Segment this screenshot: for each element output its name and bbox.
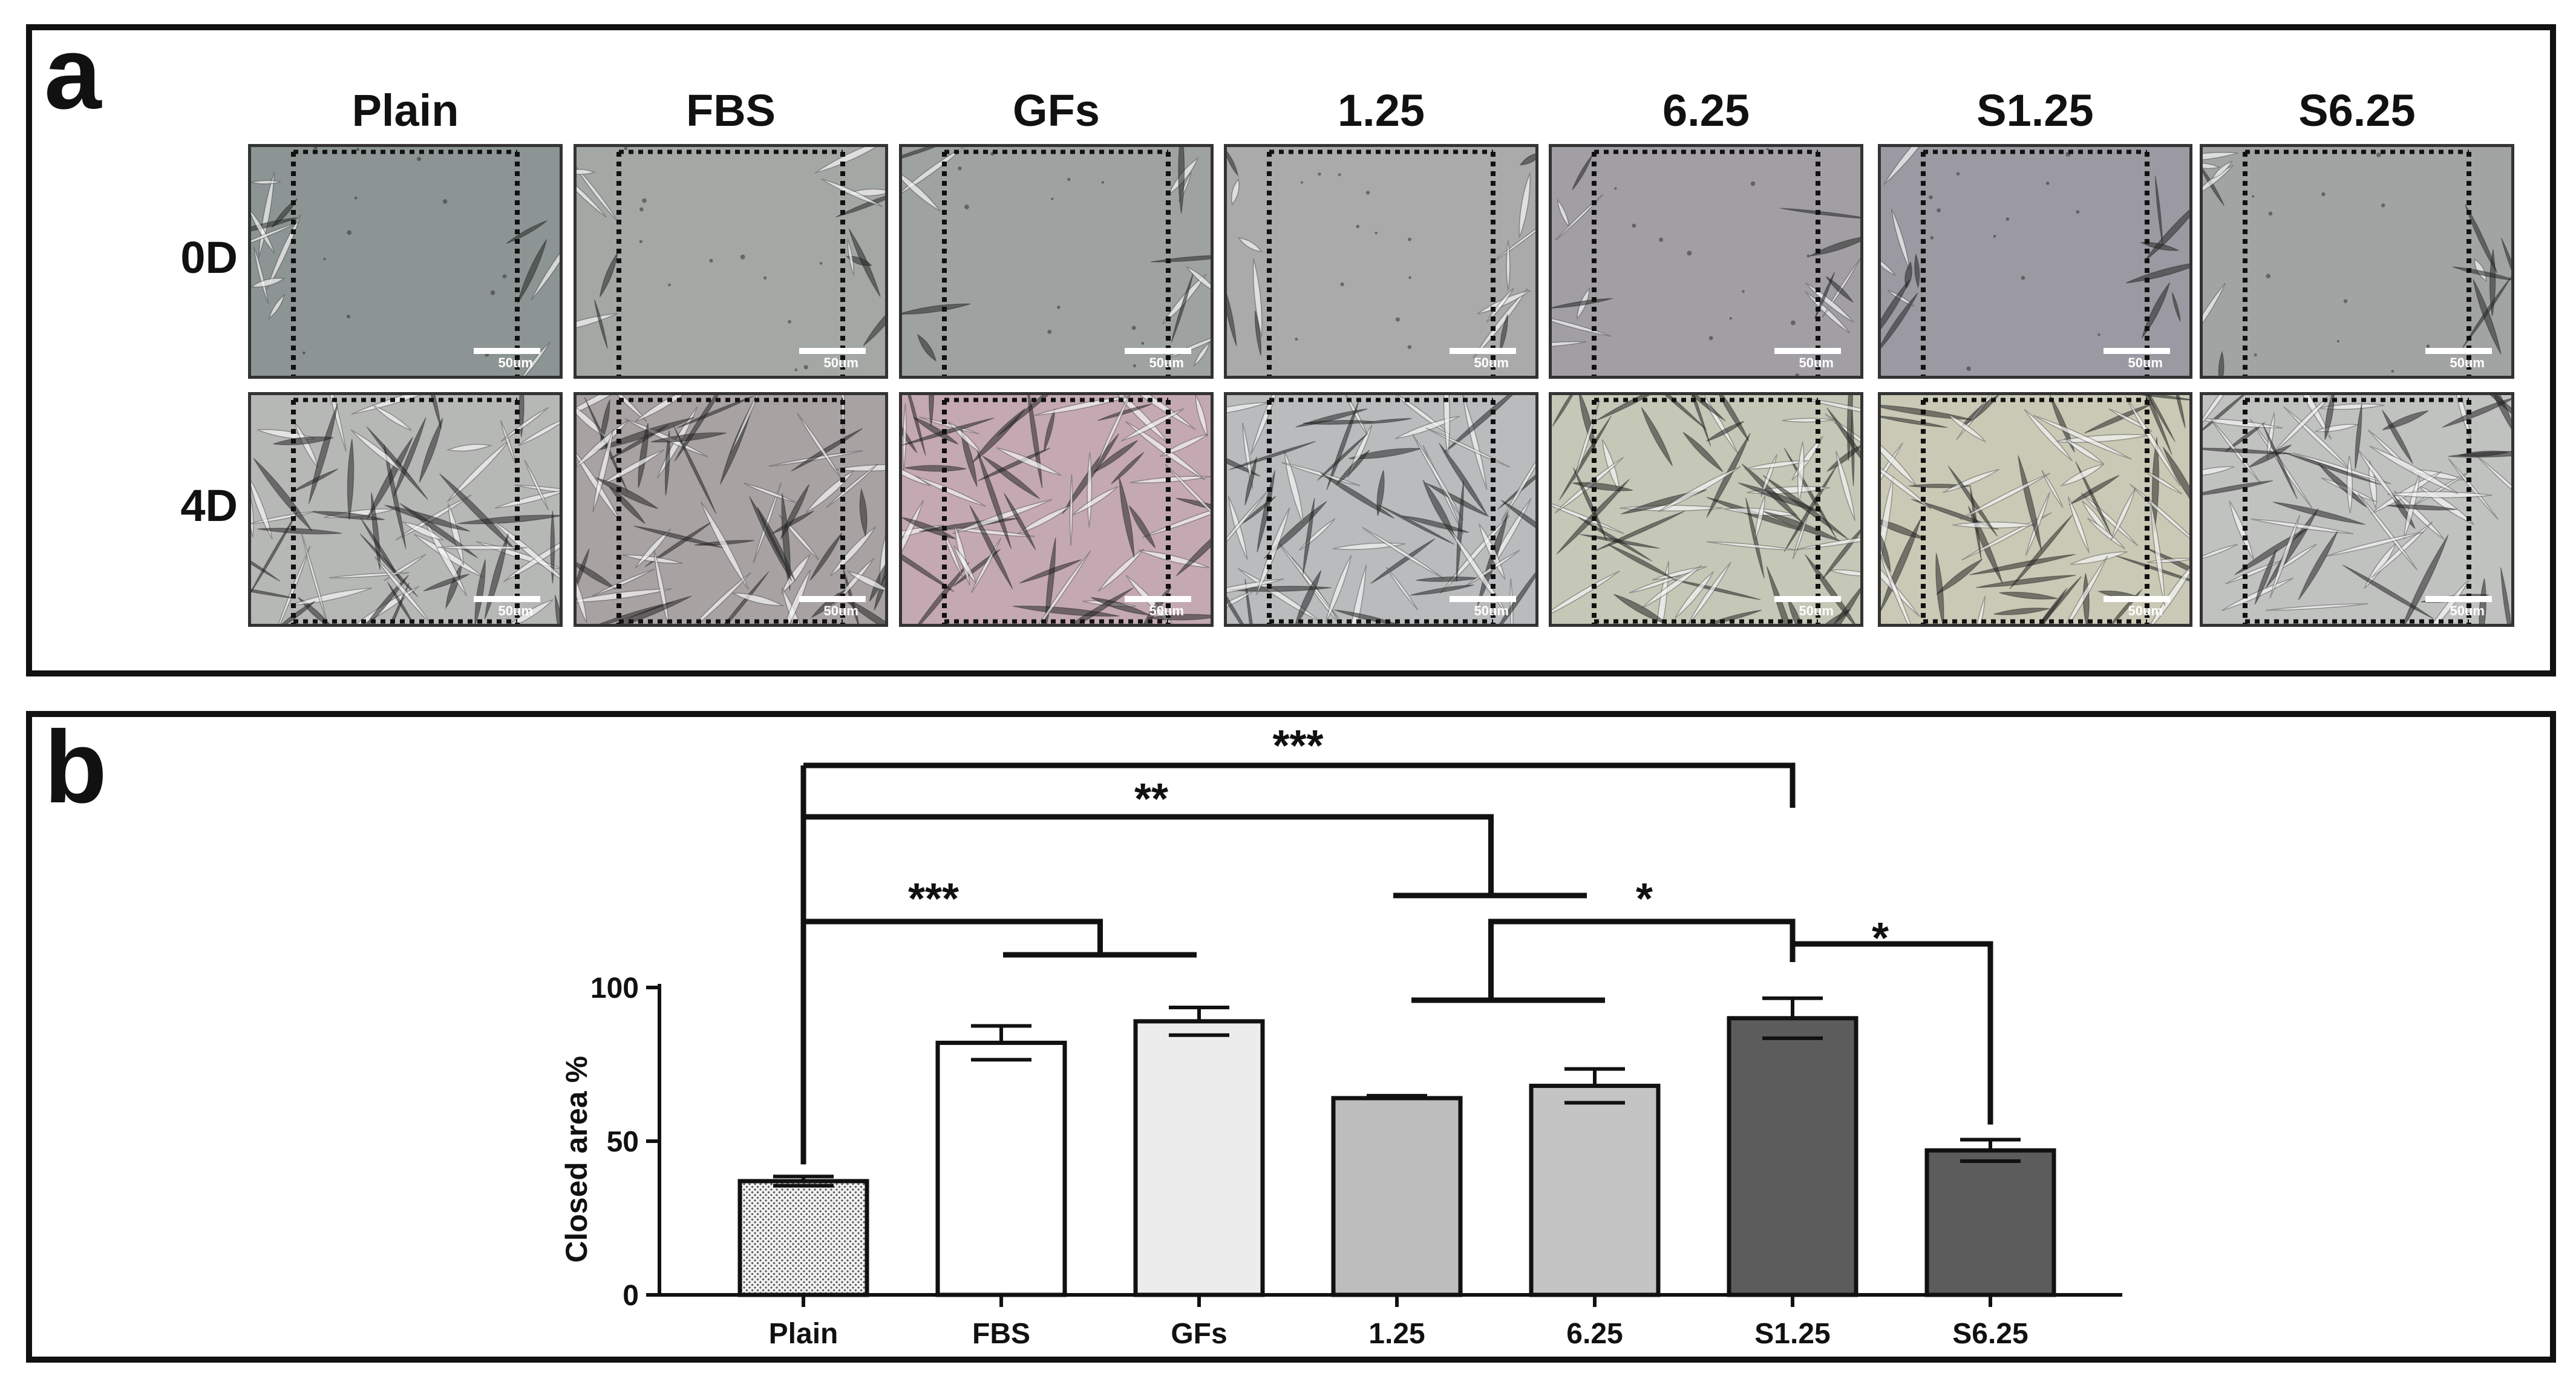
y-axis-label: Closed area %: [560, 1056, 593, 1263]
scale-bar: [1774, 348, 1841, 354]
micrograph-4d-4: 50um: [1549, 392, 1863, 627]
scale-bar-label: 50um: [1474, 603, 1509, 618]
sig-bracket-plain-16: [803, 814, 1494, 896]
scale-bar: [1450, 348, 1516, 354]
scale-bar-label: 50um: [2128, 355, 2163, 370]
x-tick-label-1.25: 1.25: [1368, 1318, 1425, 1350]
column-label-6: S6.25: [2298, 85, 2416, 136]
panel-b: b 0 50 100 Closed area % Plain FBS GFs 1.25 6.25…: [26, 711, 2556, 1363]
scale-bar: [799, 596, 866, 602]
scale-bar: [1125, 348, 1191, 354]
scale-bar: [2425, 348, 2492, 354]
scale-bar-label: 50um: [1799, 355, 1834, 370]
micrograph-4d-3: 50um: [1224, 392, 1538, 627]
sig-label-16-s125: *: [1636, 875, 1653, 923]
scale-bar: [1125, 596, 1191, 602]
scale-bar-label: 50um: [1149, 603, 1184, 618]
row-label-0d: 0D: [180, 232, 238, 283]
micrograph-0d-6: 50um: [2200, 144, 2514, 379]
scale-bar: [2104, 348, 2170, 354]
bar-GFs: [1133, 1019, 1265, 1297]
sig-label-plain-16: **: [1134, 775, 1168, 824]
sig-bracket-s125-s625: [1790, 941, 1993, 1125]
scale-bar: [1450, 596, 1516, 602]
scale-bar-label: 50um: [498, 355, 533, 370]
sig-label-s125-s625: *: [1872, 914, 1889, 963]
scale-bar: [1774, 596, 1841, 602]
column-label-1: FBS: [686, 85, 776, 136]
micrograph-0d-4: 50um: [1549, 144, 1863, 379]
scale-bar: [2104, 596, 2170, 602]
x-tick-label-S1.25: S1.25: [1754, 1318, 1830, 1350]
micrograph-0d-5: 50um: [1878, 144, 2192, 379]
bar-6.25: [1529, 1084, 1661, 1297]
column-label-3: 1.25: [1337, 85, 1425, 136]
micrograph-4d-0: 50um: [248, 392, 563, 627]
x-tick-label-Plain: Plain: [769, 1318, 839, 1350]
column-label-4: 6.25: [1662, 85, 1750, 136]
panel-b-letter: b: [44, 710, 107, 825]
micrograph-4d-1: 50um: [574, 392, 888, 627]
x-tick-label-6.25: 6.25: [1566, 1318, 1623, 1350]
micrograph-4d-5: 50um: [1878, 392, 2192, 627]
micrograph-4d-2: 50um: [899, 392, 1214, 627]
scale-bar-label: 50um: [823, 355, 858, 370]
column-label-0: Plain: [351, 85, 459, 136]
sig-label-plain-fg: ***: [908, 875, 959, 923]
bar-chart: 0 50 100 Closed area % Plain FBS GFs 1.25 6.25 S1…: [560, 722, 2122, 1350]
bar-1.25: [1331, 1096, 1463, 1297]
scale-bar-label: 50um: [823, 603, 858, 618]
column-label-2: GFs: [1013, 85, 1100, 136]
scale-bar: [2425, 596, 2492, 602]
sig-bracket-16-s125: [1488, 919, 1796, 1000]
micrograph-0d-0: 50um: [248, 144, 563, 379]
scale-bar-label: 50um: [1799, 603, 1834, 618]
row-label-4d: 4D: [180, 480, 238, 531]
scale-bar: [474, 348, 540, 354]
scale-bar-label: 50um: [1474, 355, 1509, 370]
micrograph-4d-6: 50um: [2200, 392, 2514, 627]
scale-bar-label: 50um: [498, 603, 533, 618]
sig-bracket-plain-s125: [803, 762, 1796, 808]
scale-bar-label: 50um: [1149, 355, 1184, 370]
scale-bar: [799, 348, 866, 354]
micrograph-0d-2: 50um: [899, 144, 1214, 379]
panel-a-letter: a: [44, 16, 102, 131]
y-tick-label-0: 0: [623, 1280, 639, 1312]
bar-S6.25: [1924, 1148, 2056, 1297]
bar-S1.25: [1727, 1016, 1858, 1297]
scale-bar-label: 50um: [2450, 603, 2485, 618]
bar-FBS: [935, 1040, 1067, 1297]
sig-bracket-plain-fg: [803, 919, 1103, 955]
x-tick-label-S6.25: S6.25: [1952, 1318, 2028, 1350]
scale-bar-label: 50um: [2450, 355, 2485, 370]
x-tick-label-FBS: FBS: [972, 1318, 1030, 1350]
y-tick-label-100: 100: [590, 972, 639, 1004]
micrograph-0d-1: 50um: [574, 144, 888, 379]
micrograph-0d-3: 50um: [1224, 144, 1538, 379]
scale-bar-label: 50um: [2128, 603, 2163, 618]
column-label-5: S1.25: [1976, 85, 2094, 136]
panel-a: a Plain FBS GFs 1.25 6.25 S1.25 S6.25 0D 4D 50um 5…: [26, 16, 2556, 676]
sig-label-plain-s125: ***: [1272, 722, 1323, 770]
x-tick-label-GFs: GFs: [1171, 1318, 1227, 1350]
y-tick-label-50: 50: [607, 1126, 639, 1158]
bar-Plain: [737, 1179, 869, 1297]
scale-bar: [474, 596, 540, 602]
